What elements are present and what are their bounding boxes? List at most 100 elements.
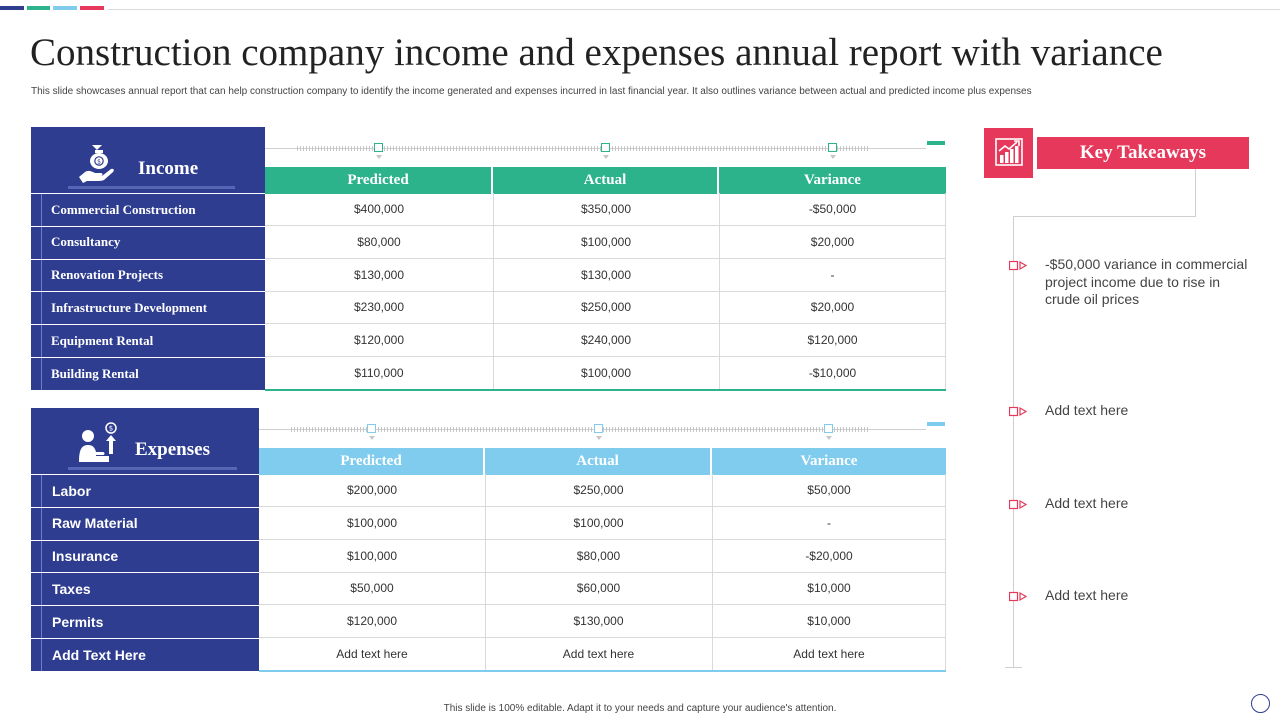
- income-cell-predicted: $80,000: [265, 226, 493, 259]
- takeaway-text: Add text here: [1045, 495, 1129, 511]
- expenses-col-marker: [824, 424, 833, 433]
- expenses-row-label: Permits: [31, 605, 259, 637]
- income-col-header-variance: Variance: [719, 167, 946, 194]
- income-cell-actual: $130,000: [493, 259, 719, 292]
- income-cell-actual: $100,000: [493, 357, 719, 390]
- income-col-separator: [493, 193, 494, 390]
- kt-connector-vertical: [1195, 169, 1196, 217]
- expenses-cell-actual: Add text here: [485, 638, 712, 671]
- income-cell-actual: $350,000: [493, 193, 719, 226]
- expenses-cell-actual: $60,000: [485, 572, 712, 606]
- expenses-row-label: Labor: [31, 474, 259, 506]
- expenses-cell-predicted: Add text here: [259, 638, 485, 671]
- takeaway-bullet-icon: [1008, 405, 1029, 423]
- expenses-col-header-predicted: Predicted: [259, 448, 483, 475]
- expenses-col-marker-arrow: [595, 436, 602, 440]
- income-cell-variance: -$10,000: [719, 357, 946, 390]
- income-cell-variance: $20,000: [719, 226, 946, 259]
- bar-chart-growth-icon: [995, 138, 1023, 166]
- expenses-cell-variance: Add text here: [712, 638, 946, 671]
- income-cell-variance: $20,000: [719, 291, 946, 325]
- person-dollar-arrow-icon: $: [79, 422, 117, 462]
- income-heading: Income: [138, 158, 199, 179]
- expenses-cell-predicted: $200,000: [259, 474, 485, 507]
- income-cell-actual: $240,000: [493, 324, 719, 358]
- money-bag-hand-icon: $: [79, 145, 114, 183]
- income-table-right-edge: [945, 193, 946, 390]
- slide-nav-circle[interactable]: [1251, 694, 1270, 713]
- income-cell-variance: -: [719, 259, 946, 292]
- accent-bar-green: [27, 6, 50, 10]
- income-row-label: Commercial Construction: [31, 193, 265, 225]
- footer-note: This slide is 100% editable. Adapt it to…: [443, 703, 837, 714]
- expenses-cell-variance: $10,000: [712, 605, 946, 639]
- income-row-label: Renovation Projects: [31, 258, 265, 291]
- expenses-col-header-variance: Variance: [712, 448, 946, 475]
- income-deco-endcap: [927, 141, 945, 145]
- expenses-row-label: Add Text Here: [31, 638, 259, 670]
- expenses-col-marker-arrow: [826, 436, 832, 440]
- expenses-row-label: Raw Material: [31, 506, 259, 539]
- expenses-deco-dots: [291, 427, 868, 432]
- income-row-label: Consultancy: [31, 225, 265, 258]
- page-title: Construction company income and expenses…: [30, 31, 1163, 74]
- expenses-table-bottom-rule: [259, 669, 946, 672]
- expenses-header-block: $ Expenses: [31, 408, 259, 474]
- expenses-row-label: Insurance: [31, 539, 259, 572]
- svg-text:$: $: [109, 425, 113, 433]
- svg-text:$: $: [97, 159, 101, 166]
- expenses-cell-variance: $10,000: [712, 572, 946, 606]
- income-header-block: $ Income: [31, 127, 265, 193]
- income-cell-variance: $120,000: [719, 324, 946, 358]
- kt-connector-horizontal: [1013, 216, 1196, 217]
- income-col-marker: [601, 143, 610, 152]
- income-col-marker: [827, 143, 837, 152]
- expenses-col-separator: [485, 474, 486, 671]
- expenses-col-marker: [367, 424, 376, 433]
- expenses-cell-actual: $100,000: [485, 507, 712, 540]
- accent-bar-pink: [80, 6, 104, 10]
- takeaway-text: -$50,000 variance in commercial project …: [1045, 256, 1248, 307]
- income-col-marker-arrow: [829, 155, 836, 159]
- key-takeaways-icon-box: [984, 128, 1033, 178]
- income-row-label: Building Rental: [31, 357, 265, 389]
- expenses-cell-predicted: $120,000: [259, 605, 485, 639]
- expenses-cell-variance: $50,000: [712, 474, 946, 507]
- expenses-cell-actual: $250,000: [485, 474, 712, 507]
- accent-bar-sky: [53, 6, 77, 10]
- expenses-cell-actual: $130,000: [485, 605, 712, 639]
- expenses-deco-endcap: [927, 422, 945, 426]
- income-row-label: Equipment Rental: [31, 324, 265, 356]
- income-row-labels: Commercial Construction Consultancy Renova…: [31, 193, 265, 390]
- takeaway-bullet-icon: [1008, 498, 1029, 516]
- expenses-table-right-edge: [945, 474, 946, 671]
- income-cell-actual: $100,000: [493, 226, 719, 259]
- takeaway-bullet-icon: [1008, 590, 1029, 608]
- expenses-cell-variance: -$20,000: [712, 540, 946, 573]
- expenses-cell-variance: -: [712, 507, 946, 540]
- kt-timeline-line: [1013, 216, 1014, 668]
- income-col-header-predicted: Predicted: [265, 167, 491, 194]
- key-takeaways-heading: Key Takeaways: [1037, 137, 1249, 169]
- expenses-cell-predicted: $100,000: [259, 507, 485, 540]
- expenses-col-marker: [593, 424, 603, 433]
- income-cell-actual: $250,000: [493, 291, 719, 325]
- takeaway-text: Add text here: [1045, 587, 1129, 603]
- income-cell-predicted: $400,000: [265, 193, 493, 226]
- income-cell-predicted: $230,000: [265, 291, 493, 325]
- income-cell-predicted: $110,000: [265, 357, 493, 390]
- income-deco-dots: [297, 146, 868, 151]
- income-row-label: Infrastructure Development: [31, 291, 265, 323]
- expenses-row-labels: Labor Raw Material Insurance Taxes Permits Ad…: [31, 474, 259, 671]
- income-col-marker: [374, 143, 383, 152]
- expenses-heading-underline: [68, 467, 237, 470]
- page-subtitle: This slide showcases annual report that …: [31, 86, 1032, 97]
- expenses-col-separator: [712, 474, 713, 671]
- accent-bar-navy: [0, 6, 24, 10]
- income-cell-predicted: $130,000: [265, 259, 493, 292]
- expenses-col-header-actual: Actual: [485, 448, 710, 475]
- expenses-cell-actual: $80,000: [485, 540, 712, 573]
- expenses-row-label: Taxes: [31, 572, 259, 604]
- kt-timeline-end: [1005, 667, 1022, 668]
- expenses-heading: Expenses: [135, 439, 210, 460]
